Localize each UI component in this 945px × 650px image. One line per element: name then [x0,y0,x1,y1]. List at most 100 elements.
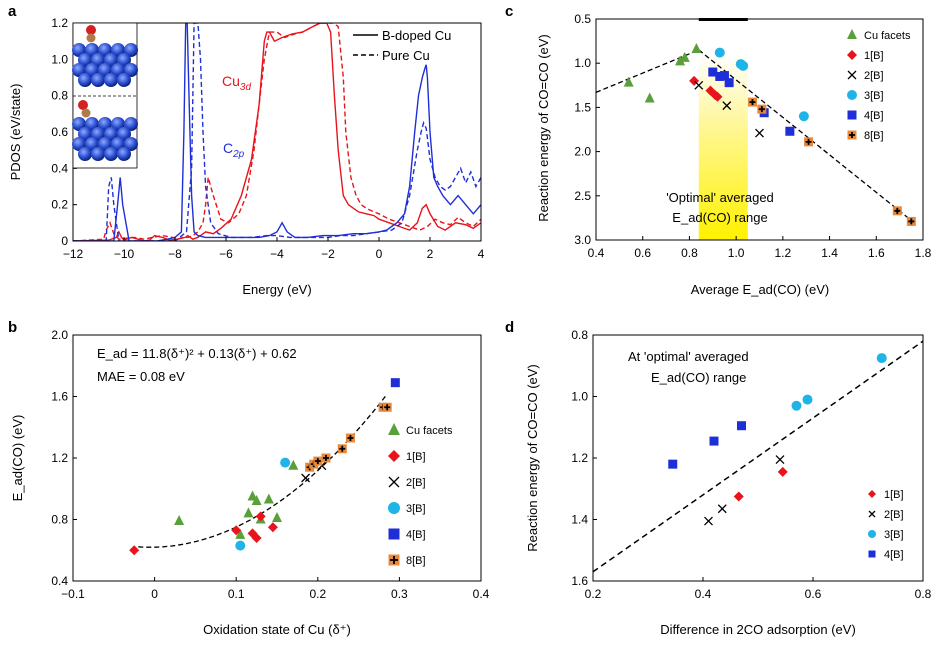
data-point [263,493,274,504]
y-tick-label: 3.0 [574,233,591,247]
legend-label: 2[B] [864,70,884,82]
x-tick-label: 0.8 [681,246,698,260]
cu-atom [78,147,92,161]
data-point [235,540,246,551]
x-tick-label: 1.6 [868,246,885,260]
x-tick-label: −6 [219,247,233,261]
data-point-plus [347,435,354,442]
legend-marker [847,29,857,39]
panel-a-chart: −12 −10 −8 −6 −4 −2 0 2 4 0 0.2 0.4 0.6 0.8 1.0 1.2 Ene… [8,16,485,297]
x-tick-label: 0 [151,587,158,601]
panel-b-equation: E_ad = 11.8(δ⁺)² + 0.13(δ⁺) + 0.62 [97,346,297,361]
legend-marker [388,554,400,566]
c2p-annotation: C2p [223,140,245,160]
legend-marker [868,490,876,498]
data-point [722,101,732,111]
data-point [714,47,725,58]
x-tick-label: −12 [63,247,84,261]
panel-label-c: c [505,3,513,20]
data-point [679,51,690,62]
data-point [668,459,678,469]
x-tick-label: −0.1 [61,587,85,601]
panel-a-legend: B-doped Cu Pure Cu [348,24,480,63]
panel-c-legend: Cu facets 1[B] 2[B] 3[B] 4[B] 8[B] [847,29,911,142]
data-point [345,433,355,443]
data-point [733,491,744,502]
panel-d-chart: 0.2 0.4 0.6 0.8 0.8 1.0 1.2 1.4 1.6 At 'optimal'… [525,328,932,637]
panel-label-b: b [8,319,17,336]
y-tick-label: 1.0 [51,52,68,66]
data-point [737,421,746,431]
data-point [251,532,262,543]
x-tick-label: 0 [376,247,383,261]
y-tick-label: 0 [61,234,68,248]
data-point-plus [908,218,915,225]
data-point-plus [322,455,329,461]
data-point [755,128,764,138]
y-tick-label: 1.0 [571,390,588,404]
data-point [390,378,400,388]
x-tick-label: 0.2 [585,587,602,601]
panel-d-xlabel: Difference in 2CO adsorption (eV) [660,622,856,637]
panel-c-xlabel: Average E_ad(CO) (eV) [691,282,830,297]
y-tick-label: 1.2 [51,451,68,465]
data-point [644,92,655,103]
data-point [313,456,323,466]
cu-atom [91,147,105,161]
y-tick-label: 0.8 [571,328,588,342]
data-point [747,97,757,107]
cu-atom [124,43,138,57]
legend-marker [868,550,876,558]
x-tick-label: −10 [114,247,135,261]
legend-label: 2[B] [406,477,426,489]
data-point-plus [894,207,901,214]
data-point [906,216,916,226]
x-tick-label: 1.4 [821,246,838,260]
legend-marker [388,476,400,488]
data-point [129,545,140,556]
oxygen-atom [86,25,96,35]
data-point [785,126,795,136]
carbon-atom [86,33,96,43]
y-tick-label: 1.0 [574,56,591,70]
data-point [892,206,902,216]
legend-label: 1[B] [864,50,884,62]
panel-d-title-1: At 'optimal' averaged [628,349,749,364]
x-tick-label: 0.1 [228,587,245,601]
y-tick-label: 0.6 [51,125,68,139]
panel-b-mae: MAE = 0.08 eV [97,369,185,384]
y-tick-label: 2.5 [574,189,591,203]
data-point [775,455,785,464]
cu-atom [124,137,138,151]
data-point [382,402,392,412]
optimal-range-label-2: E_ad(CO) range [672,210,767,225]
data-point [757,104,767,114]
data-point [675,55,686,66]
legend-label: Cu facets [864,30,911,42]
legend-marker-plus [849,132,855,138]
data-point [337,444,347,454]
legend-label: 2[B] [884,509,904,521]
legend-b-doped: B-doped Cu [382,28,451,43]
data-point [804,137,814,147]
data-point [235,528,246,539]
data-point [777,466,788,477]
panel-a-xlabel: Energy (eV) [242,282,311,297]
fit-curve [138,393,388,548]
panel-b-ylabel: E_ad(CO) (eV) [10,415,25,502]
fit-line [698,49,915,223]
data-point [691,43,702,54]
y-tick-label: 1.6 [51,390,68,404]
optimal-range-label-1: 'Optimal' averaged [666,190,774,205]
cu-atom [78,73,92,87]
data-point [708,67,718,77]
legend-marker [847,130,857,140]
legend-marker [388,423,400,435]
x-tick-label: −8 [168,247,182,261]
data-point [876,353,887,364]
cu-atom [91,73,105,87]
pdos-line [73,23,481,241]
legend-marker [847,70,857,80]
cu-atom [104,147,118,161]
